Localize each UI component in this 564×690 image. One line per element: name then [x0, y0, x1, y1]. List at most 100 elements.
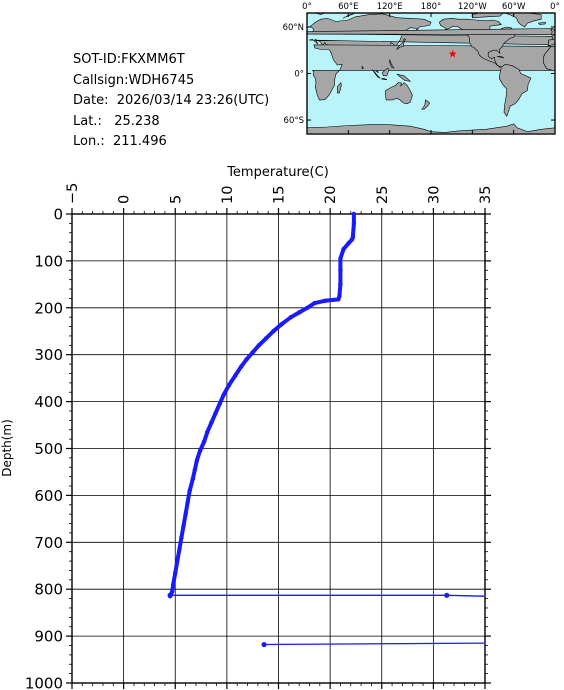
profile-point	[256, 343, 262, 348]
profile-point	[338, 256, 343, 261]
float-info-panel: SOT-ID:FKXMM6T Callsign:WDH6745 Date: 20…	[73, 50, 269, 153]
map-lon-label: 180°	[421, 2, 441, 12]
map-frame	[306, 12, 556, 135]
x-tick-label: 15	[272, 186, 288, 204]
profile-point	[190, 476, 196, 482]
profile-point	[263, 336, 269, 341]
profile-point	[351, 221, 357, 226]
sot-id-text: SOT-ID:FKXMM6T	[73, 52, 185, 67]
profile-point	[209, 420, 214, 425]
y-tick-label: 300	[34, 346, 63, 364]
landmass-indonesia1	[372, 69, 381, 79]
profile-point	[183, 511, 188, 517]
profile-point	[205, 429, 210, 435]
profile-point	[279, 322, 284, 327]
profile-point	[341, 246, 346, 252]
x-tick-label: 20	[323, 186, 339, 204]
landmass-philippines	[389, 59, 395, 69]
y-tick-label: 200	[34, 299, 63, 317]
y-axis-label: Depth(m)	[0, 419, 14, 477]
landmass-iceland	[537, 21, 546, 25]
landmass-japan	[396, 38, 406, 50]
map-lat-label: 0°	[294, 70, 304, 80]
map-lon-label: 120°E	[377, 2, 403, 12]
profile-point	[194, 458, 200, 463]
profile-point	[349, 237, 355, 242]
landmass-borneo	[381, 67, 390, 77]
plot-grid	[71, 213, 486, 684]
x-tick-label: 0	[117, 195, 133, 204]
landmass-newguinea	[396, 73, 412, 82]
profile-point	[173, 570, 178, 575]
profile-point	[271, 329, 276, 334]
landmass-south_america	[498, 63, 532, 117]
x-tick-label: 5	[168, 195, 184, 204]
y-tick-label: 400	[34, 393, 63, 411]
date-text: Date: 2026/03/14 23:26(UTC)	[73, 93, 270, 108]
landmass-antarctica_w	[430, 123, 555, 134]
profile-point	[250, 350, 255, 355]
location-map: 0° 60°E 120°E 180° 120°W 60°W 0° 60°N 0° 60°S	[283, 2, 560, 135]
map-lon-label: 0°	[302, 2, 312, 12]
profile-point	[288, 314, 294, 320]
x-tick-label: 35	[478, 186, 494, 204]
x-tick-label: −5	[65, 183, 81, 204]
profile-point	[167, 592, 173, 598]
landmass-novaya	[342, 13, 354, 19]
landmass-srilanka	[361, 65, 364, 70]
profile-line-1	[169, 594, 486, 597]
profile-point	[261, 641, 267, 648]
x-tick-label: 10	[220, 186, 236, 204]
y-tick-label: 100	[34, 252, 63, 270]
profile-point	[305, 305, 310, 310]
y-tick-label: 1000	[25, 675, 63, 690]
profile-line-0	[168, 212, 356, 599]
profile-point	[232, 373, 238, 379]
profile-point	[185, 500, 190, 505]
profile-point	[179, 535, 184, 540]
map-lat-label: 60°N	[283, 23, 304, 33]
profile-point	[346, 240, 351, 246]
map-longitude-labels: 0° 60°E 120°E 180° 120°W 60°W 0°	[302, 2, 560, 12]
y-tick-label: 700	[34, 534, 63, 552]
profile-point	[244, 357, 249, 362]
profile-point	[213, 411, 218, 416]
profile-point	[192, 467, 198, 472]
profile-point	[338, 282, 343, 287]
y-axis-ticks: 0 100 200 300 400 500 600 700 800 900 1000	[25, 206, 491, 690]
profile-point	[177, 547, 182, 552]
map-lon-label: 60°E	[338, 2, 358, 12]
profile-point	[312, 300, 317, 306]
landmass-uk-wrap	[550, 28, 555, 36]
longitude-text: Lon.: 211.496	[73, 134, 167, 149]
landmass-australia	[385, 82, 413, 105]
profile-point	[322, 298, 328, 303]
profile-point	[221, 392, 226, 397]
profile-point	[444, 592, 450, 598]
map-latitude-labels: 60°N 0° 60°S	[283, 23, 304, 126]
y-tick-label: 600	[34, 487, 63, 505]
callsign-text: Callsign:WDH6745	[73, 72, 195, 88]
x-tick-label: 25	[375, 186, 391, 204]
latitude-text: Lat.: 25.238	[73, 113, 160, 129]
profile-series	[167, 211, 486, 648]
profile-point	[175, 558, 180, 564]
x-axis-ticks: −5 0 5 10 15 20 25 30 35	[65, 183, 494, 689]
map-lon-label: 0°	[550, 2, 560, 12]
map-lon-label: 60°W	[502, 2, 526, 12]
landmass-africa-wrap	[543, 45, 555, 71]
y-tick-label: 0	[53, 206, 63, 224]
landmass-newzealand	[421, 99, 431, 110]
profile-point	[338, 268, 343, 273]
y-tick-label: 500	[34, 440, 63, 458]
profile-point	[197, 448, 203, 454]
profile-point	[351, 211, 357, 217]
landmass-indonesia2	[380, 77, 388, 80]
profile-point	[169, 589, 175, 594]
map-lat-label: 60°S	[284, 116, 304, 126]
landmass-eurasia-wrap	[547, 34, 555, 46]
landmass-cuba	[497, 56, 505, 59]
profile-point	[217, 401, 222, 407]
profile-point	[201, 439, 207, 444]
profile-point	[226, 382, 232, 388]
